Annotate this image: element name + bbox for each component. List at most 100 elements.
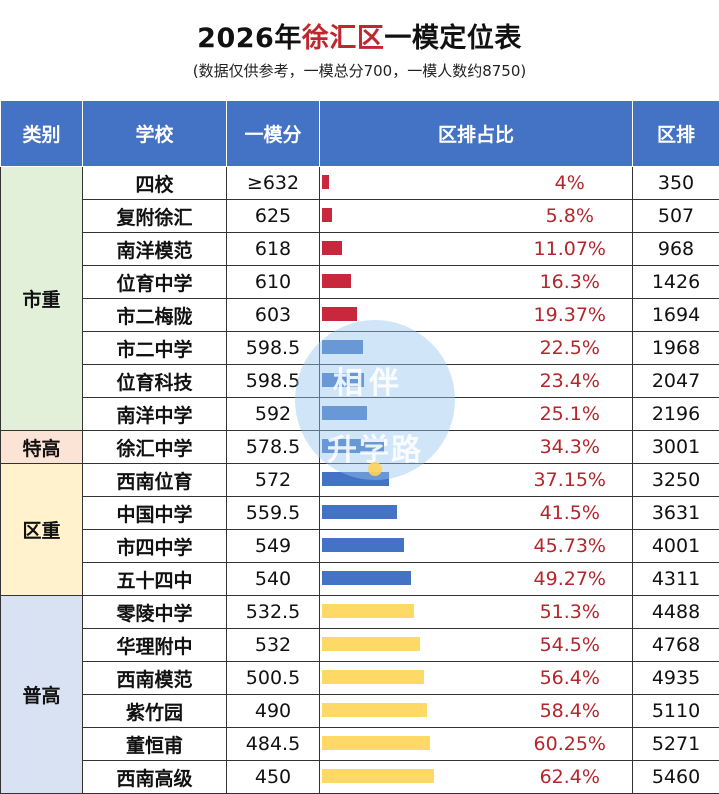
share-bar bbox=[322, 175, 330, 189]
share-percent-cell: 51.3% bbox=[507, 595, 634, 629]
school-cell: 华理附中 bbox=[82, 628, 227, 662]
share-percent-cell: 34.3% bbox=[507, 430, 634, 464]
share-bar bbox=[322, 373, 365, 387]
school-cell: 零陵中学 bbox=[82, 595, 227, 629]
school-cell: 复附徐汇 bbox=[82, 199, 227, 233]
score-cell: 532.5 bbox=[226, 595, 320, 629]
table-body: 市重 四校 ≥632 4% 350 复附徐汇 625 5.8% 507 南洋模范 618 11.07%… bbox=[0, 166, 719, 794]
share-percent-cell: 5.8% bbox=[507, 199, 634, 233]
title-rest: 一模定位表 bbox=[384, 23, 522, 54]
score-cell: 549 bbox=[226, 529, 320, 563]
school-cell: 位育中学 bbox=[82, 265, 227, 299]
share-bar-cell bbox=[319, 331, 508, 365]
share-percent-cell: 11.07% bbox=[507, 232, 634, 266]
table-row: 中国中学 559.5 41.5% 3631 bbox=[1, 496, 719, 530]
table-row: 普高 零陵中学 532.5 51.3% 4488 bbox=[0, 595, 719, 794]
share-bar bbox=[322, 274, 352, 288]
table-row: 南洋模范 618 11.07% 968 bbox=[1, 232, 719, 266]
category-cell: 区重 bbox=[0, 463, 83, 596]
rank-cell: 5271 bbox=[632, 727, 719, 761]
header-share: 区排占比 bbox=[318, 100, 634, 167]
share-bar bbox=[322, 703, 428, 717]
share-bar-cell bbox=[319, 760, 508, 794]
share-bar-cell bbox=[319, 529, 508, 563]
score-cell: 559.5 bbox=[226, 496, 320, 530]
share-percent-cell: 23.4% bbox=[507, 364, 634, 398]
table-row: 五十四中 540 49.27% 4311 bbox=[1, 562, 719, 596]
school-cell: 市四中学 bbox=[82, 529, 227, 563]
score-cell: 450 bbox=[226, 760, 320, 794]
share-bar bbox=[322, 406, 368, 420]
score-cell: ≥632 bbox=[226, 166, 320, 200]
score-cell: 572 bbox=[226, 463, 320, 497]
share-bar bbox=[322, 241, 342, 255]
ranking-table: 类别 学校 一模分 区排占比 区排 市重 四校 ≥632 4% 350 复附徐汇 625 5.… bbox=[0, 100, 719, 794]
share-bar bbox=[322, 439, 384, 453]
page-subtitle: (数据仅供参考，一模总分700，一模人数约8750) bbox=[192, 62, 527, 80]
table-row: 区重 西南位育 572 37.15% 3250 bbox=[0, 463, 719, 596]
school-cell: 紫竹园 bbox=[82, 694, 227, 728]
table-row: 特高 徐汇中学 578.5 34.3% 3001 bbox=[0, 430, 719, 464]
header-rank: 区排 bbox=[632, 100, 719, 167]
score-cell: 592 bbox=[226, 397, 320, 431]
share-bar bbox=[322, 736, 431, 750]
score-cell: 598.5 bbox=[226, 364, 320, 398]
watermark-line1: 相伴 bbox=[333, 366, 405, 401]
share-percent-cell: 37.15% bbox=[507, 463, 634, 497]
share-bar-cell bbox=[319, 595, 508, 629]
score-cell: 603 bbox=[226, 298, 320, 332]
rank-cell: 1694 bbox=[632, 298, 719, 332]
score-cell: 618 bbox=[226, 232, 320, 266]
watermark-dot-icon bbox=[368, 462, 382, 476]
share-percent-cell: 58.4% bbox=[507, 694, 634, 728]
title-district: 徐汇区 bbox=[301, 23, 385, 54]
rank-cell: 3250 bbox=[632, 463, 719, 497]
rank-cell: 350 bbox=[632, 166, 719, 200]
table-row: 董恒甫 484.5 60.25% 5271 bbox=[1, 727, 719, 761]
school-cell: 市二中学 bbox=[82, 331, 227, 365]
share-percent-cell: 19.37% bbox=[507, 298, 634, 332]
rank-cell: 507 bbox=[632, 199, 719, 233]
category-cell: 普高 bbox=[0, 595, 83, 794]
score-cell: 625 bbox=[226, 199, 320, 233]
title-year: 2026年 bbox=[197, 23, 302, 54]
share-bar bbox=[322, 307, 357, 321]
header-row: 类别 学校 一模分 区排占比 区排 bbox=[0, 100, 719, 167]
share-bar bbox=[322, 538, 405, 552]
share-percent-cell: 4% bbox=[507, 166, 634, 200]
school-cell: 四校 bbox=[82, 166, 227, 200]
table-row: 市四中学 549 45.73% 4001 bbox=[1, 529, 719, 563]
share-bar bbox=[322, 637, 421, 651]
share-percent-cell: 45.73% bbox=[507, 529, 634, 563]
page-title: 2026年徐汇区一模定位表 bbox=[0, 16, 719, 55]
rank-cell: 4935 bbox=[632, 661, 719, 695]
header-category: 类别 bbox=[0, 100, 83, 167]
rank-cell: 2047 bbox=[632, 364, 719, 398]
score-cell: 540 bbox=[226, 562, 320, 596]
table-row: 华理附中 532 54.5% 4768 bbox=[1, 628, 719, 662]
share-bar-cell bbox=[319, 496, 508, 530]
score-cell: 532 bbox=[226, 628, 320, 662]
school-cell: 南洋模范 bbox=[82, 232, 227, 266]
rank-cell: 5460 bbox=[632, 760, 719, 794]
score-cell: 598.5 bbox=[226, 331, 320, 365]
school-cell: 五十四中 bbox=[82, 562, 227, 596]
share-bar-cell bbox=[319, 727, 508, 761]
table-row: 复附徐汇 625 5.8% 507 bbox=[1, 199, 719, 233]
school-cell: 徐汇中学 bbox=[82, 430, 227, 464]
share-bar bbox=[322, 571, 411, 585]
share-percent-cell: 25.1% bbox=[507, 397, 634, 431]
share-bar-cell bbox=[319, 628, 508, 662]
rank-cell: 1426 bbox=[632, 265, 719, 299]
category-cell: 特高 bbox=[0, 430, 83, 464]
header-score: 一模分 bbox=[226, 100, 320, 167]
table-row: 西南模范 500.5 56.4% 4935 bbox=[1, 661, 719, 695]
score-cell: 610 bbox=[226, 265, 320, 299]
table-row: 市二梅陇 603 19.37% 1694 bbox=[1, 298, 719, 332]
school-cell: 西南高级 bbox=[82, 760, 227, 794]
header-school: 学校 bbox=[82, 100, 227, 167]
rank-cell: 968 bbox=[632, 232, 719, 266]
share-percent-cell: 22.5% bbox=[507, 331, 634, 365]
share-bar-cell bbox=[319, 298, 508, 332]
school-cell: 位育科技 bbox=[82, 364, 227, 398]
